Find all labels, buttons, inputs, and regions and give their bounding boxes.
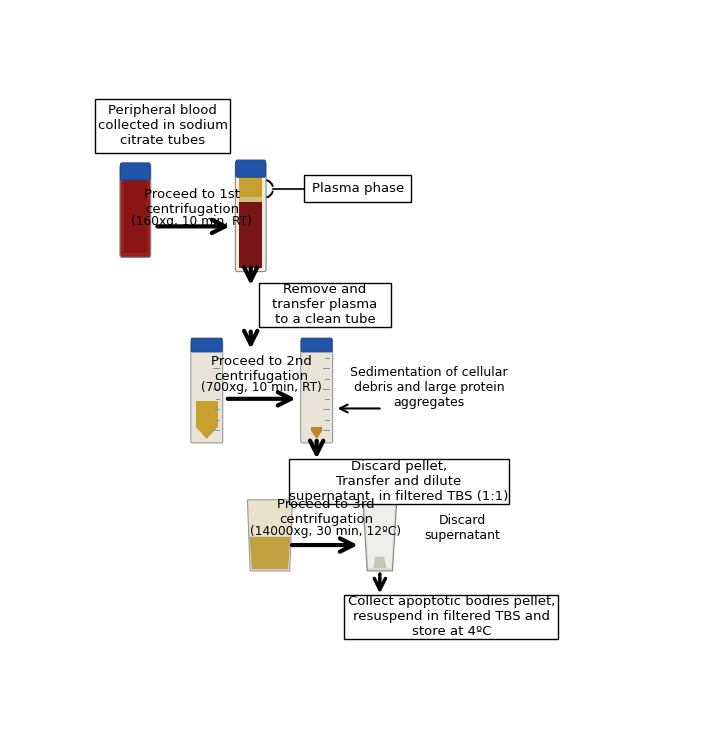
Text: Proceed to 2nd
centrifugation: Proceed to 2nd centrifugation — [211, 355, 312, 383]
Polygon shape — [250, 537, 290, 569]
Text: Discard pellet,
Transfer and dilute
supernatant  in filtered TBS (1:1): Discard pellet, Transfer and dilute supe… — [289, 460, 509, 503]
Text: Sedimentation of cellular
debris and large protein
aggregates: Sedimentation of cellular debris and lar… — [350, 366, 508, 409]
Text: (14000xg, 30 min, 12ºC): (14000xg, 30 min, 12ºC) — [250, 525, 401, 538]
FancyBboxPatch shape — [191, 338, 222, 352]
FancyBboxPatch shape — [235, 162, 266, 272]
FancyBboxPatch shape — [120, 165, 151, 257]
FancyBboxPatch shape — [96, 98, 230, 153]
Text: Plasma phase: Plasma phase — [312, 183, 404, 195]
Text: Collect apoptotic bodies pellet,
resuspend in filtered TBS and
store at 4ºC: Collect apoptotic bodies pellet, resuspe… — [347, 595, 555, 638]
Polygon shape — [373, 556, 386, 568]
Text: (160xg, 10 min, RT): (160xg, 10 min, RT) — [131, 215, 252, 228]
Polygon shape — [363, 500, 397, 571]
Polygon shape — [311, 431, 322, 439]
FancyBboxPatch shape — [344, 595, 559, 639]
Text: Discard
supernatant: Discard supernatant — [424, 514, 501, 542]
Text: Peripheral blood
collected in sodium
citrate tubes: Peripheral blood collected in sodium cit… — [98, 104, 228, 147]
FancyBboxPatch shape — [191, 340, 223, 443]
FancyBboxPatch shape — [124, 180, 147, 253]
Polygon shape — [247, 500, 293, 571]
Text: Proceed to 3rd
centrifugation: Proceed to 3rd centrifugation — [277, 498, 375, 526]
Polygon shape — [311, 427, 322, 431]
Text: Remove and
transfer plasma
to a clean tube: Remove and transfer plasma to a clean tu… — [272, 284, 377, 327]
Polygon shape — [196, 401, 218, 427]
Text: (700xg, 10 min, RT): (700xg, 10 min, RT) — [201, 381, 322, 395]
Polygon shape — [239, 202, 262, 268]
Polygon shape — [239, 174, 262, 197]
Polygon shape — [239, 197, 262, 202]
FancyBboxPatch shape — [301, 338, 332, 352]
Polygon shape — [196, 427, 218, 439]
Text: Proceed to 1st
centrifugation: Proceed to 1st centrifugation — [144, 188, 240, 217]
FancyBboxPatch shape — [121, 163, 150, 180]
FancyBboxPatch shape — [304, 175, 411, 202]
FancyBboxPatch shape — [236, 160, 266, 177]
Polygon shape — [365, 505, 395, 568]
FancyBboxPatch shape — [301, 340, 333, 443]
FancyBboxPatch shape — [259, 283, 391, 327]
FancyBboxPatch shape — [289, 459, 509, 503]
